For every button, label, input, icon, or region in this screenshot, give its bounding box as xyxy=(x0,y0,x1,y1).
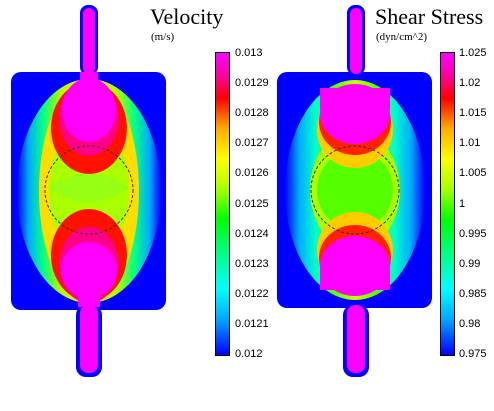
velocity-unit: (m/s) xyxy=(151,31,175,43)
velocity-tick-label: 0.0126 xyxy=(235,167,269,180)
shear-stress-unit: (dyn/cm^2) xyxy=(376,31,427,43)
cell-outline xyxy=(44,145,134,235)
shear-tick-label: 1.025 xyxy=(459,47,487,59)
shear-stress-title: Shear Stress xyxy=(375,4,484,29)
velocity-title: Velocity xyxy=(150,4,224,29)
velocity-tick-label: 0.0128 xyxy=(235,107,269,120)
velocity-tick-label: 0.013 xyxy=(235,47,263,59)
velocity-tick-label: 0.0127 xyxy=(235,137,269,150)
velocity-tick-label: 0.0123 xyxy=(235,257,269,270)
shear-stress-contour-plot xyxy=(277,5,432,377)
shear-tick-label: 1.01 xyxy=(459,137,481,150)
velocity-contour-plot xyxy=(11,5,166,377)
velocity-tick-label: 0.0121 xyxy=(235,317,269,330)
velocity-tick-label: 0.0129 xyxy=(235,77,269,90)
shear-tick-label: 0.985 xyxy=(459,287,487,300)
shear-tick-label: 1.015 xyxy=(459,107,487,120)
velocity-tick-label: 0.0125 xyxy=(235,197,269,210)
shear-tick-label: 1.02 xyxy=(459,77,481,90)
cell-outline xyxy=(310,145,400,235)
shear-tick-label: 0.975 xyxy=(459,348,487,360)
velocity-colorbar xyxy=(215,52,230,356)
shear-tick-label: 0.99 xyxy=(459,257,481,270)
shear-tick-label: 0.995 xyxy=(459,227,487,240)
shear-tick-label: 1.005 xyxy=(459,167,487,180)
shear-tick-label: 1 xyxy=(459,197,466,210)
velocity-tick-label: 0.012 xyxy=(235,348,263,360)
shear-tick-label: 0.98 xyxy=(459,317,481,330)
velocity-tick-label: 0.0124 xyxy=(235,227,269,240)
velocity-tick-label: 0.0122 xyxy=(235,287,269,300)
shear-stress-colorbar xyxy=(440,52,455,356)
